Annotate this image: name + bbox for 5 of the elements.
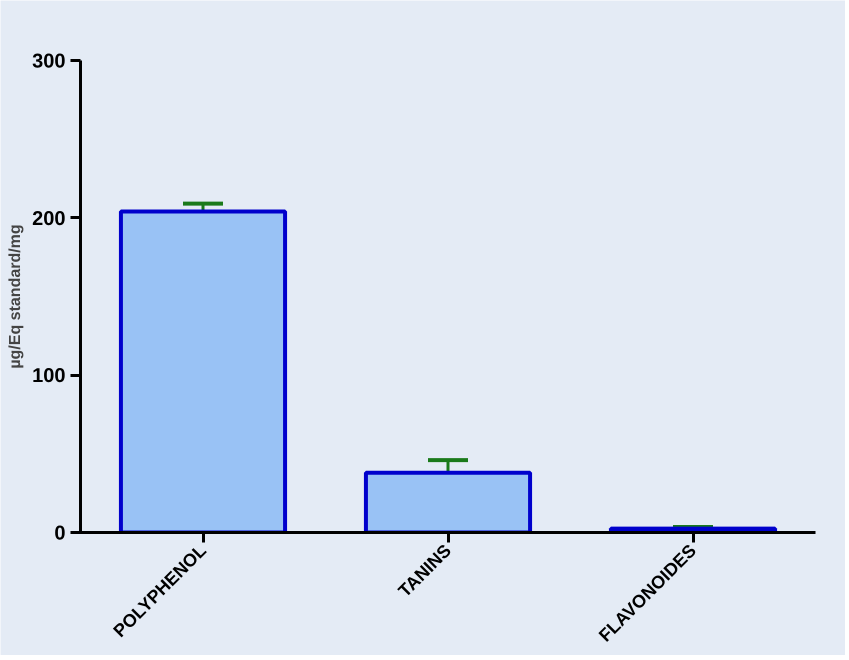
y-tick-label: 0 xyxy=(54,522,66,544)
y-axis-title: µg/Eq standard/mg xyxy=(7,224,24,369)
y-tick-label: 100 xyxy=(32,365,66,388)
y-tick-label: 300 xyxy=(32,50,66,72)
y-tick-label: 200 xyxy=(32,208,66,230)
